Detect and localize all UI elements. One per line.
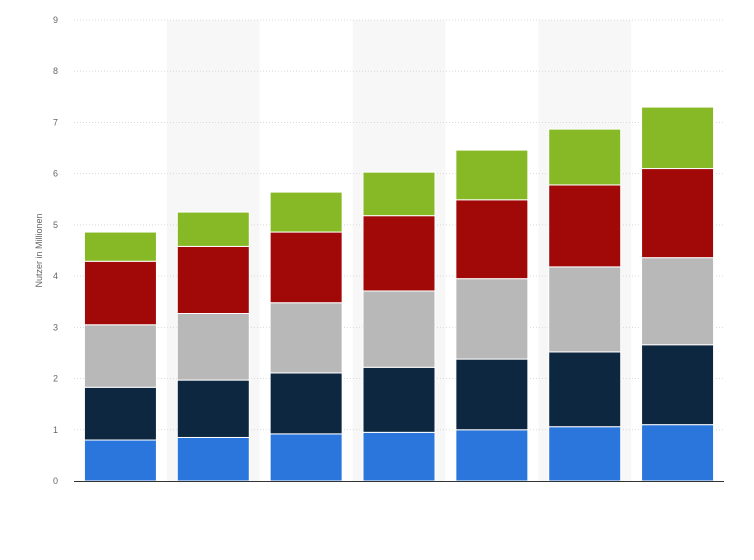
bar-segment bbox=[83, 324, 157, 388]
y-tick-label: 8 bbox=[53, 66, 58, 76]
y-tick-label: 0 bbox=[53, 476, 58, 486]
y-tick-label: 3 bbox=[53, 322, 58, 332]
bar-segment bbox=[548, 351, 622, 428]
bar-segment bbox=[83, 386, 157, 441]
bar-segment bbox=[269, 433, 343, 482]
bar-segment bbox=[455, 358, 529, 431]
y-tick-label: 4 bbox=[53, 271, 58, 281]
bar-segment bbox=[176, 245, 250, 315]
bar-segment bbox=[362, 431, 436, 482]
bar-segment bbox=[269, 372, 343, 435]
bar-segment bbox=[269, 302, 343, 374]
bar-segment bbox=[176, 211, 250, 247]
bar-segment bbox=[362, 215, 436, 292]
bar-segment bbox=[455, 278, 529, 360]
bar-segment bbox=[269, 191, 343, 233]
bar-segment bbox=[641, 424, 715, 482]
y-axis-ticks: 0 1 2 3 4 5 6 7 8 9 bbox=[53, 15, 58, 486]
bar-segment bbox=[269, 231, 343, 304]
bar-segment bbox=[548, 184, 622, 268]
bar-segment bbox=[83, 231, 157, 262]
y-tick-label: 2 bbox=[53, 374, 58, 384]
bar-segment bbox=[641, 344, 715, 426]
bar-segment bbox=[362, 366, 436, 433]
bar-segment bbox=[455, 429, 529, 482]
bar-segment bbox=[455, 199, 529, 280]
bar-segment bbox=[641, 106, 715, 170]
y-tick-label: 6 bbox=[53, 169, 58, 179]
bar-segment bbox=[548, 128, 622, 186]
bar-segment bbox=[362, 171, 436, 217]
bar-segment bbox=[176, 313, 250, 381]
y-axis-title: Nutzer in Millionen bbox=[34, 213, 44, 287]
y-tick-label: 7 bbox=[53, 117, 58, 127]
y-tick-label: 1 bbox=[53, 425, 58, 435]
bar-segment bbox=[83, 439, 157, 482]
y-tick-label: 9 bbox=[53, 15, 58, 25]
bar-segment bbox=[455, 149, 529, 201]
bars bbox=[83, 106, 715, 482]
bar-segment bbox=[362, 290, 436, 368]
bar-segment bbox=[176, 379, 250, 438]
bar-segment bbox=[176, 436, 250, 482]
bar-segment bbox=[83, 260, 157, 326]
bar-segment bbox=[641, 257, 715, 346]
bar-segment bbox=[548, 426, 622, 482]
bar-segment bbox=[641, 168, 715, 259]
y-tick-label: 5 bbox=[53, 220, 58, 230]
bar-segment bbox=[548, 266, 622, 353]
